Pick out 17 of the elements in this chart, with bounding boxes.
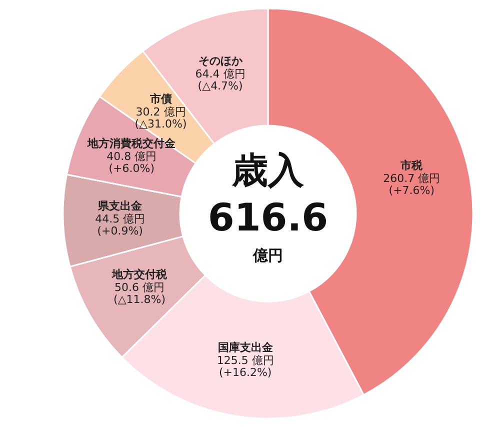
- data-label: 125.5 億円 (+16.2%): [216, 354, 274, 379]
- data-label: 50.6 億円 (△11.8%): [114, 281, 166, 306]
- slice-label: 地方消費税交付金: [86, 136, 177, 150]
- slice-label: 県支出金: [97, 200, 144, 213]
- slice-label: 国庫支出金: [218, 340, 274, 354]
- slice-label: そのほか: [198, 54, 244, 68]
- data-label: 44.5 億円 (+0.9%): [95, 212, 146, 238]
- data-label: 30.2 億円 (△31.0%): [134, 105, 187, 130]
- data-label: 40.8 億円 (+6.0%): [106, 150, 157, 175]
- slice-label: 市債: [148, 92, 172, 106]
- slice-label: 地方交付税: [111, 268, 168, 282]
- data-label: 260.7 億円 (+7.6%): [383, 172, 440, 197]
- text: 億円: [252, 246, 283, 264]
- text: 歳入: [231, 150, 305, 192]
- text: 616.6: [208, 196, 328, 240]
- data-label: 64.4 億円 (△4.7%): [195, 67, 246, 92]
- slice-label: 市税: [400, 158, 424, 172]
